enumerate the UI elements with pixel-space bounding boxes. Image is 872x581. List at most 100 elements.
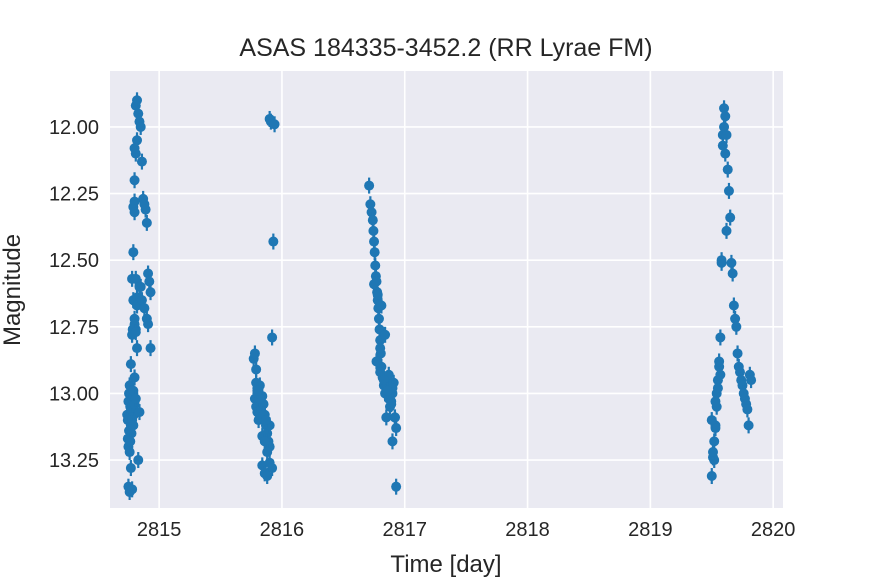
data-marker <box>251 377 262 388</box>
data-point <box>267 460 278 477</box>
data-marker <box>129 319 140 330</box>
data-marker <box>719 103 730 114</box>
data-point <box>135 118 146 135</box>
data-marker <box>129 372 140 383</box>
data-point <box>249 345 260 362</box>
data-point <box>386 396 397 413</box>
data-point <box>252 382 263 399</box>
data-point <box>720 108 731 125</box>
data-marker <box>367 215 378 226</box>
data-marker <box>268 236 279 247</box>
data-marker <box>124 447 135 458</box>
data-point <box>719 118 730 135</box>
data-point <box>130 390 141 407</box>
data-marker <box>140 204 151 215</box>
y-tick-label: 13.00 <box>49 383 99 405</box>
data-point <box>710 393 721 410</box>
data-point <box>369 276 380 293</box>
data-marker <box>730 313 741 324</box>
data-marker <box>133 455 144 466</box>
data-point <box>371 353 382 370</box>
data-point <box>267 329 278 346</box>
data-marker <box>706 415 717 426</box>
data-marker <box>259 436 270 447</box>
data-marker <box>712 383 723 394</box>
data-point <box>269 116 280 133</box>
data-point <box>709 433 720 450</box>
data-point <box>746 372 757 389</box>
data-marker <box>251 364 262 375</box>
data-marker <box>381 412 392 423</box>
data-marker <box>391 423 402 434</box>
data-marker <box>129 196 140 207</box>
data-point <box>129 204 140 221</box>
data-point <box>728 297 739 314</box>
x-tick-label: 2820 <box>751 519 796 541</box>
data-marker <box>144 276 155 287</box>
data-marker <box>267 463 278 474</box>
x-tick-label: 2817 <box>382 519 427 541</box>
data-point <box>725 209 736 226</box>
data-point <box>127 481 138 498</box>
data-marker <box>262 471 273 482</box>
data-marker <box>709 455 720 466</box>
data-point <box>132 340 143 357</box>
data-point <box>129 140 140 157</box>
data-marker <box>376 300 387 311</box>
data-point <box>125 356 136 373</box>
data-point <box>380 326 391 343</box>
data-point <box>391 478 402 495</box>
data-marker <box>125 463 136 474</box>
data-marker <box>365 199 376 210</box>
data-marker <box>709 436 720 447</box>
data-point <box>133 452 144 469</box>
data-marker <box>130 393 141 404</box>
data-marker <box>130 273 141 284</box>
x-tick-label: 2819 <box>628 519 673 541</box>
data-marker <box>370 260 381 271</box>
data-point <box>134 278 145 295</box>
data-marker <box>375 367 386 378</box>
data-point <box>723 182 734 199</box>
data-marker <box>719 121 730 132</box>
data-marker <box>735 367 746 378</box>
data-point <box>130 324 141 341</box>
data-point <box>712 380 723 397</box>
data-point <box>716 252 727 269</box>
data-point <box>732 345 743 362</box>
data-point <box>129 369 140 386</box>
data-marker <box>252 385 263 396</box>
data-marker <box>132 343 143 354</box>
data-marker <box>707 447 718 458</box>
data-point <box>129 172 140 189</box>
data-point <box>128 244 139 261</box>
data-marker <box>145 287 156 298</box>
data-marker <box>380 329 391 340</box>
data-point <box>715 329 726 346</box>
data-marker <box>716 255 727 266</box>
data-marker <box>389 412 400 423</box>
data-marker <box>129 207 140 218</box>
data-point <box>260 412 271 429</box>
data-marker <box>125 359 136 370</box>
y-tick-label: 12.50 <box>49 250 99 272</box>
data-marker <box>129 175 140 186</box>
y-tick-label: 13.25 <box>49 450 99 472</box>
data-marker <box>143 319 154 330</box>
data-point <box>262 444 273 461</box>
data-marker <box>127 484 138 495</box>
y-tick-label: 12.25 <box>49 184 99 206</box>
data-point <box>134 404 145 421</box>
y-tick-label: 12.00 <box>49 117 99 139</box>
data-marker <box>364 180 375 191</box>
data-point <box>378 372 389 389</box>
data-marker <box>732 348 743 359</box>
data-marker <box>737 380 748 391</box>
data-marker <box>715 369 726 380</box>
data-points <box>122 92 757 501</box>
data-point <box>715 366 726 383</box>
data-point <box>140 201 151 218</box>
data-marker <box>369 247 380 258</box>
data-marker <box>746 375 757 386</box>
data-point <box>706 468 717 485</box>
